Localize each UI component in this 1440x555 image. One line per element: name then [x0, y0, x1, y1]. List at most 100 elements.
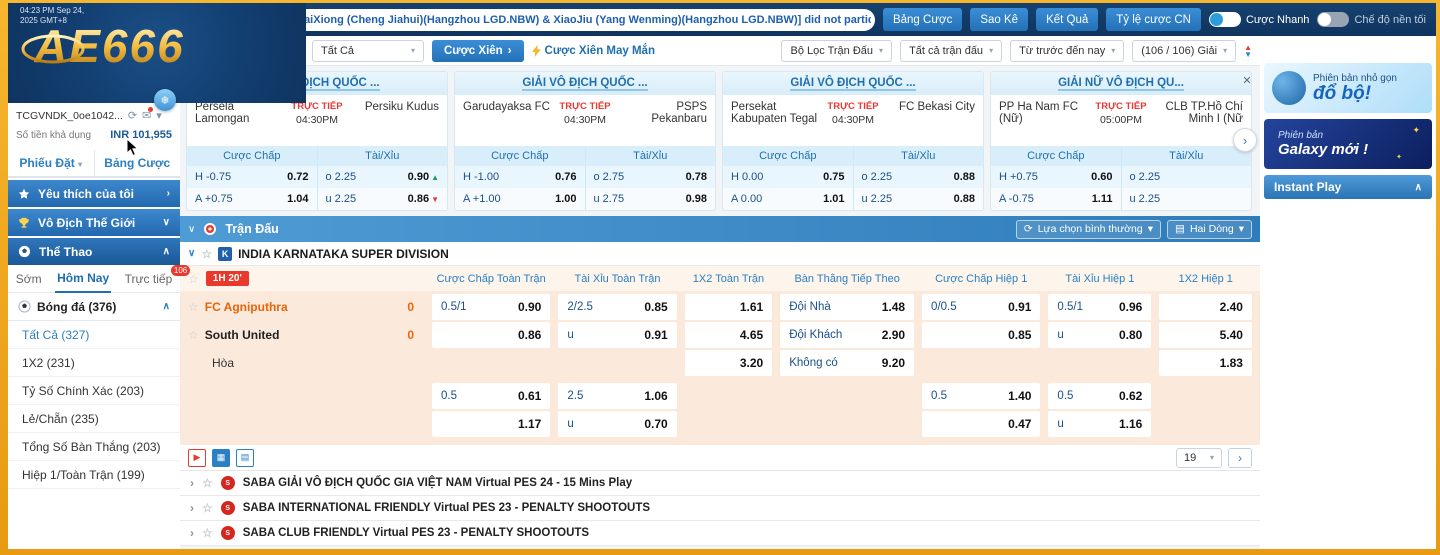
- odds-cell-nextgoal-none[interactable]: Không có 9.20: [780, 350, 915, 376]
- compact-version-banner[interactable]: Phiên bản nhỏ gọn đổ bộ!: [1264, 63, 1432, 113]
- bet-type-odd-even[interactable]: Lẻ/Chẵn (235): [8, 405, 180, 433]
- odds-cell-nextgoal-away[interactable]: Đội Khách 2.90: [780, 322, 915, 348]
- odds-cell-under[interactable]: u 2.75 0.98: [593, 193, 708, 205]
- odds-view-select[interactable]: ⟳ Lựa chọn bình thường ▾: [1015, 219, 1162, 239]
- odds-cell-hdp1-away[interactable]: 0.85: [922, 322, 1041, 348]
- tab-today[interactable]: Hôm Nay: [55, 265, 112, 293]
- section-collapse-icon[interactable]: ∨: [188, 223, 196, 235]
- collapsed-league-row[interactable]: › ☆ S SABA CLUB FRIENDLY Virtual PES 23 …: [180, 521, 1260, 546]
- odds-cell-under[interactable]: u 2.25: [1129, 193, 1161, 205]
- collapsed-league-row[interactable]: › ☆ S SABA INTERNATIONAL FRIENDLY Virtua…: [180, 496, 1260, 521]
- league-favorite-star-icon[interactable]: ☆: [202, 501, 213, 515]
- odds-cell-ou1-alt-over[interactable]: 0.5 0.62: [1048, 383, 1152, 409]
- quick-bet-toggle[interactable]: Cược Nhanh: [1208, 12, 1309, 27]
- grid-view-icon[interactable]: ▦: [212, 448, 230, 467]
- parlay-button[interactable]: Cược Xiên ›: [432, 39, 524, 62]
- odds-cell-home-hdp[interactable]: H +0.75 0.60: [991, 166, 1122, 188]
- sport-filter-select[interactable]: Tất Cả ▾: [312, 39, 424, 62]
- refresh-icon[interactable]: ⟳: [127, 110, 138, 122]
- odds-cell-hdp1-alt-home[interactable]: 0.5 1.40: [922, 383, 1041, 409]
- bet-list-button[interactable]: Bảng Cược: [882, 8, 963, 31]
- odds-cell-ou1-over[interactable]: 0.5/1 0.96: [1048, 294, 1152, 320]
- sidebar-item-world-champ[interactable]: Vô Địch Thế Giới ∨: [8, 209, 180, 236]
- instant-play-bar[interactable]: Instant Play ∧: [1264, 175, 1432, 199]
- league-count-select[interactable]: (106 / 106) Giải ▾: [1132, 39, 1237, 62]
- odds-cell-over[interactable]: o 2.25: [1129, 171, 1161, 183]
- odds-cell-hdp-alt-home[interactable]: 0.5 0.61: [432, 383, 551, 409]
- odds-cell-ou1-alt-under[interactable]: u 1.16: [1048, 411, 1152, 437]
- odds-cell-hdp-home[interactable]: 0.5/1 0.90: [432, 294, 551, 320]
- odds-cell-ou-alt-under[interactable]: u 0.70: [558, 411, 677, 437]
- odds-cell-home-hdp[interactable]: H -0.75 0.72: [187, 166, 318, 188]
- dark-mode-toggle[interactable]: Chế độ nền tối: [1317, 12, 1426, 27]
- away-favorite-star-icon[interactable]: ☆: [188, 328, 199, 342]
- collapsed-league-row[interactable]: › ☆ S SABA GIẢI VÔ ĐỊCH QUỐC GIA VIỆT NA…: [180, 471, 1260, 496]
- league-favorite-star-icon[interactable]: ☆: [202, 526, 213, 540]
- brand-logo[interactable]: AE666: [21, 19, 185, 73]
- tab-early[interactable]: Sớm: [15, 271, 42, 286]
- odds-cell-hdp-alt-away[interactable]: 1.17: [432, 411, 551, 437]
- bet-type-total-goals[interactable]: Tổng Số Bàn Thắng (203): [8, 433, 180, 461]
- time-range-select[interactable]: Từ trước đến nay ▾: [1010, 39, 1125, 62]
- sidebar-item-sports[interactable]: Thể Thao ∧: [8, 238, 180, 265]
- results-button[interactable]: Kết Quả: [1036, 8, 1099, 31]
- odds-cell-over[interactable]: o 2.75 0.78: [593, 171, 708, 183]
- odds-cell-hdp1-home[interactable]: 0/0.5 0.91: [922, 294, 1041, 320]
- odds-cell-away-hdp[interactable]: A +1.00 1.00: [455, 188, 586, 210]
- odds-cell-1x2-home[interactable]: 1.61: [684, 294, 773, 320]
- odds-cell-over[interactable]: o 2.25 0.88: [861, 171, 976, 183]
- odds-cell-away-hdp[interactable]: A +0.75 1.04: [187, 188, 318, 210]
- all-matches-select[interactable]: Tất cả trận đấu ▾: [900, 39, 1003, 62]
- odds-cell-hdp1-alt-away[interactable]: 0.47: [922, 411, 1041, 437]
- more-markets-button[interactable]: ›: [1228, 447, 1252, 468]
- tab-bet-list[interactable]: Bảng Cược: [104, 156, 171, 170]
- bet-type-1x2[interactable]: 1X2 (231): [8, 349, 180, 377]
- sort-icon[interactable]: ▲ ▼: [1244, 42, 1252, 59]
- odds-cell-1x2-draw[interactable]: 3.20: [684, 350, 773, 376]
- market-count-select[interactable]: 19 ▾: [1176, 447, 1222, 468]
- bet-type-ht-ft[interactable]: Hiệp 1/Toàn Trận (199): [8, 461, 180, 489]
- odds-cell-over[interactable]: o 2.25 0.90 ▲: [325, 171, 440, 183]
- stream-icon[interactable]: ▶: [188, 448, 206, 467]
- odds-cell-ou1-under[interactable]: u 0.80: [1048, 322, 1152, 348]
- odds-cell-hdp-away[interactable]: 0.86: [432, 322, 551, 348]
- league-favorite-star-icon[interactable]: ☆: [201, 246, 213, 261]
- featured-next-button[interactable]: ›: [1233, 128, 1257, 152]
- lucky-parlay-link[interactable]: Cược Xiên May Mắn: [531, 44, 655, 57]
- match-filter-select[interactable]: Bộ Lọc Trận Đấu ▾: [781, 39, 893, 62]
- bet-type-all[interactable]: Tất Cả (327): [8, 321, 180, 349]
- account-chevron-down-icon[interactable]: ▾: [156, 110, 162, 122]
- odds-cell-1x2h1-home[interactable]: 2.40: [1159, 294, 1252, 320]
- match-favorite-star-icon[interactable]: ☆: [188, 271, 199, 286]
- odds-cell-1x2h1-draw[interactable]: 1.83: [1159, 350, 1252, 376]
- cn-odds-button[interactable]: Tỷ lệ cược CN: [1106, 8, 1201, 31]
- mail-icon[interactable]: ✉: [142, 107, 154, 122]
- galaxy-version-banner[interactable]: ✦ ✦ Phiên bản Galaxy mới !: [1264, 119, 1432, 169]
- sidebar-item-favorites[interactable]: Yêu thích của tôi ›: [8, 180, 180, 207]
- odds-cell-away-hdp[interactable]: A -0.75 1.11: [991, 188, 1122, 210]
- odds-cell-ou-over[interactable]: 2/2.5 0.85: [558, 294, 677, 320]
- statement-button[interactable]: Sao Kê: [970, 8, 1029, 31]
- floating-widget-button[interactable]: ❄: [154, 89, 176, 111]
- odds-cell-under[interactable]: u 2.25 0.86 ▼: [325, 193, 440, 205]
- row-display-select[interactable]: ▤ Hai Dòng ▾: [1167, 219, 1252, 239]
- league-header[interactable]: ∨ ☆ K INDIA KARNATAKA SUPER DIVISION: [180, 242, 1260, 266]
- odds-cell-home-hdp[interactable]: H -1.00 0.76: [455, 166, 586, 188]
- odds-cell-1x2h1-away[interactable]: 5.40: [1159, 322, 1252, 348]
- odds-cell-home-hdp[interactable]: H 0.00 0.75: [723, 166, 854, 188]
- odds-cell-1x2-away[interactable]: 4.65: [684, 322, 773, 348]
- league-collapse-icon[interactable]: ∨: [188, 248, 196, 259]
- tab-bet-slip[interactable]: Phiếu Đặt ▾: [8, 150, 95, 176]
- sidebar-item-football[interactable]: Bóng đá (376) ∧: [8, 293, 180, 321]
- tab-live[interactable]: Trực tiếp 106: [123, 264, 191, 292]
- odds-cell-away-hdp[interactable]: A 0.00 1.01: [723, 188, 854, 210]
- odds-cell-ou-under[interactable]: u 0.91: [558, 322, 677, 348]
- home-favorite-star-icon[interactable]: ☆: [188, 300, 199, 314]
- league-favorite-star-icon[interactable]: ☆: [202, 476, 213, 490]
- close-featured-button[interactable]: ✕: [1239, 72, 1255, 88]
- odds-cell-under[interactable]: u 2.25 0.88: [861, 193, 976, 205]
- odds-cell-ou-alt-over[interactable]: 2.5 1.06: [558, 383, 677, 409]
- odds-cell-nextgoal-home[interactable]: Đội Nhà 1.48: [780, 294, 915, 320]
- list-view-icon[interactable]: ▤: [236, 448, 254, 467]
- bet-type-correct-score[interactable]: Tỷ Số Chính Xác (203): [8, 377, 180, 405]
